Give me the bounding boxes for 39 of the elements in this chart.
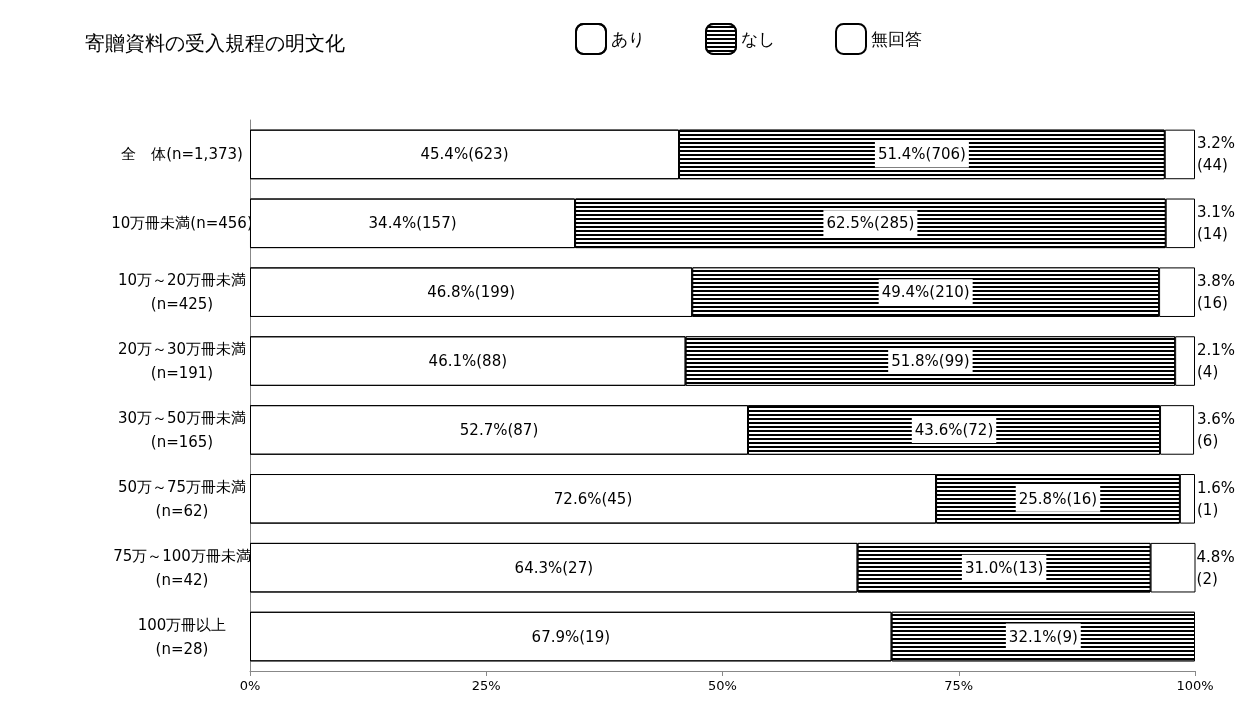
data-label: 3.6% (6) (1196, 409, 1236, 450)
data-label: 3.2% (44) (1197, 134, 1236, 175)
y-tick-label: 100万冊以上 (n=28) (137, 615, 227, 658)
data-label: 62.5%(285) (826, 214, 915, 233)
y-tick-label: 50万～75万冊未満 (n=62) (117, 477, 247, 520)
data-label: 51.4%(706) (877, 145, 966, 164)
data-label: 46.8%(199) (427, 283, 516, 302)
y-tick-label: 全 体(n=1,373) (121, 145, 243, 164)
legend-label: なし (741, 29, 775, 49)
x-tick-label: 75% (944, 678, 974, 693)
data-label: 51.8%(99) (891, 352, 970, 371)
data-label: 25.8%(16) (1018, 489, 1098, 508)
y-tick-label: 20万～30万冊未満 (n=191) (117, 340, 247, 383)
chart-title: 寄贈資料の受入規程の明文化 (85, 31, 345, 55)
data-label: 31.0%(13) (964, 558, 1044, 577)
legend-label: 無回答 (871, 29, 922, 49)
data-label: 43.6%(72) (914, 420, 994, 439)
y-tick-label: 30万～50万冊未満 (n=165) (117, 408, 247, 451)
x-tick-label: 25% (471, 678, 501, 693)
data-label: 2.1% (4) (1197, 341, 1236, 382)
data-label: 72.6%(45) (553, 489, 633, 508)
data-label: 34.4%(157) (368, 214, 457, 233)
x-tick-label: 0% (239, 678, 261, 693)
x-tick-label: 100% (1176, 678, 1214, 693)
data-label: 32.1%(9) (1008, 627, 1078, 646)
y-tick-label: 10万～20万冊未満 (n=425) (117, 271, 247, 314)
data-label: 45.4%(623) (420, 145, 509, 164)
data-label: 49.4%(210) (881, 283, 970, 302)
data-label: 67.9%(19) (531, 627, 611, 646)
data-label: 46.1%(88) (428, 352, 508, 371)
data-label: 4.8% (2) (1196, 547, 1235, 588)
data-label: 52.7%(87) (459, 420, 539, 439)
data-label: 3.8% (16) (1197, 272, 1236, 313)
y-tick-label: 75万～100万冊未満 (n=42) (113, 546, 251, 589)
data-label: 3.1% (14) (1197, 203, 1236, 244)
x-tick-label: 50% (708, 678, 737, 693)
data-label: 1.6% (1) (1197, 478, 1236, 519)
data-label: 64.3%(27) (514, 558, 594, 577)
legend-label: あり (611, 29, 645, 49)
